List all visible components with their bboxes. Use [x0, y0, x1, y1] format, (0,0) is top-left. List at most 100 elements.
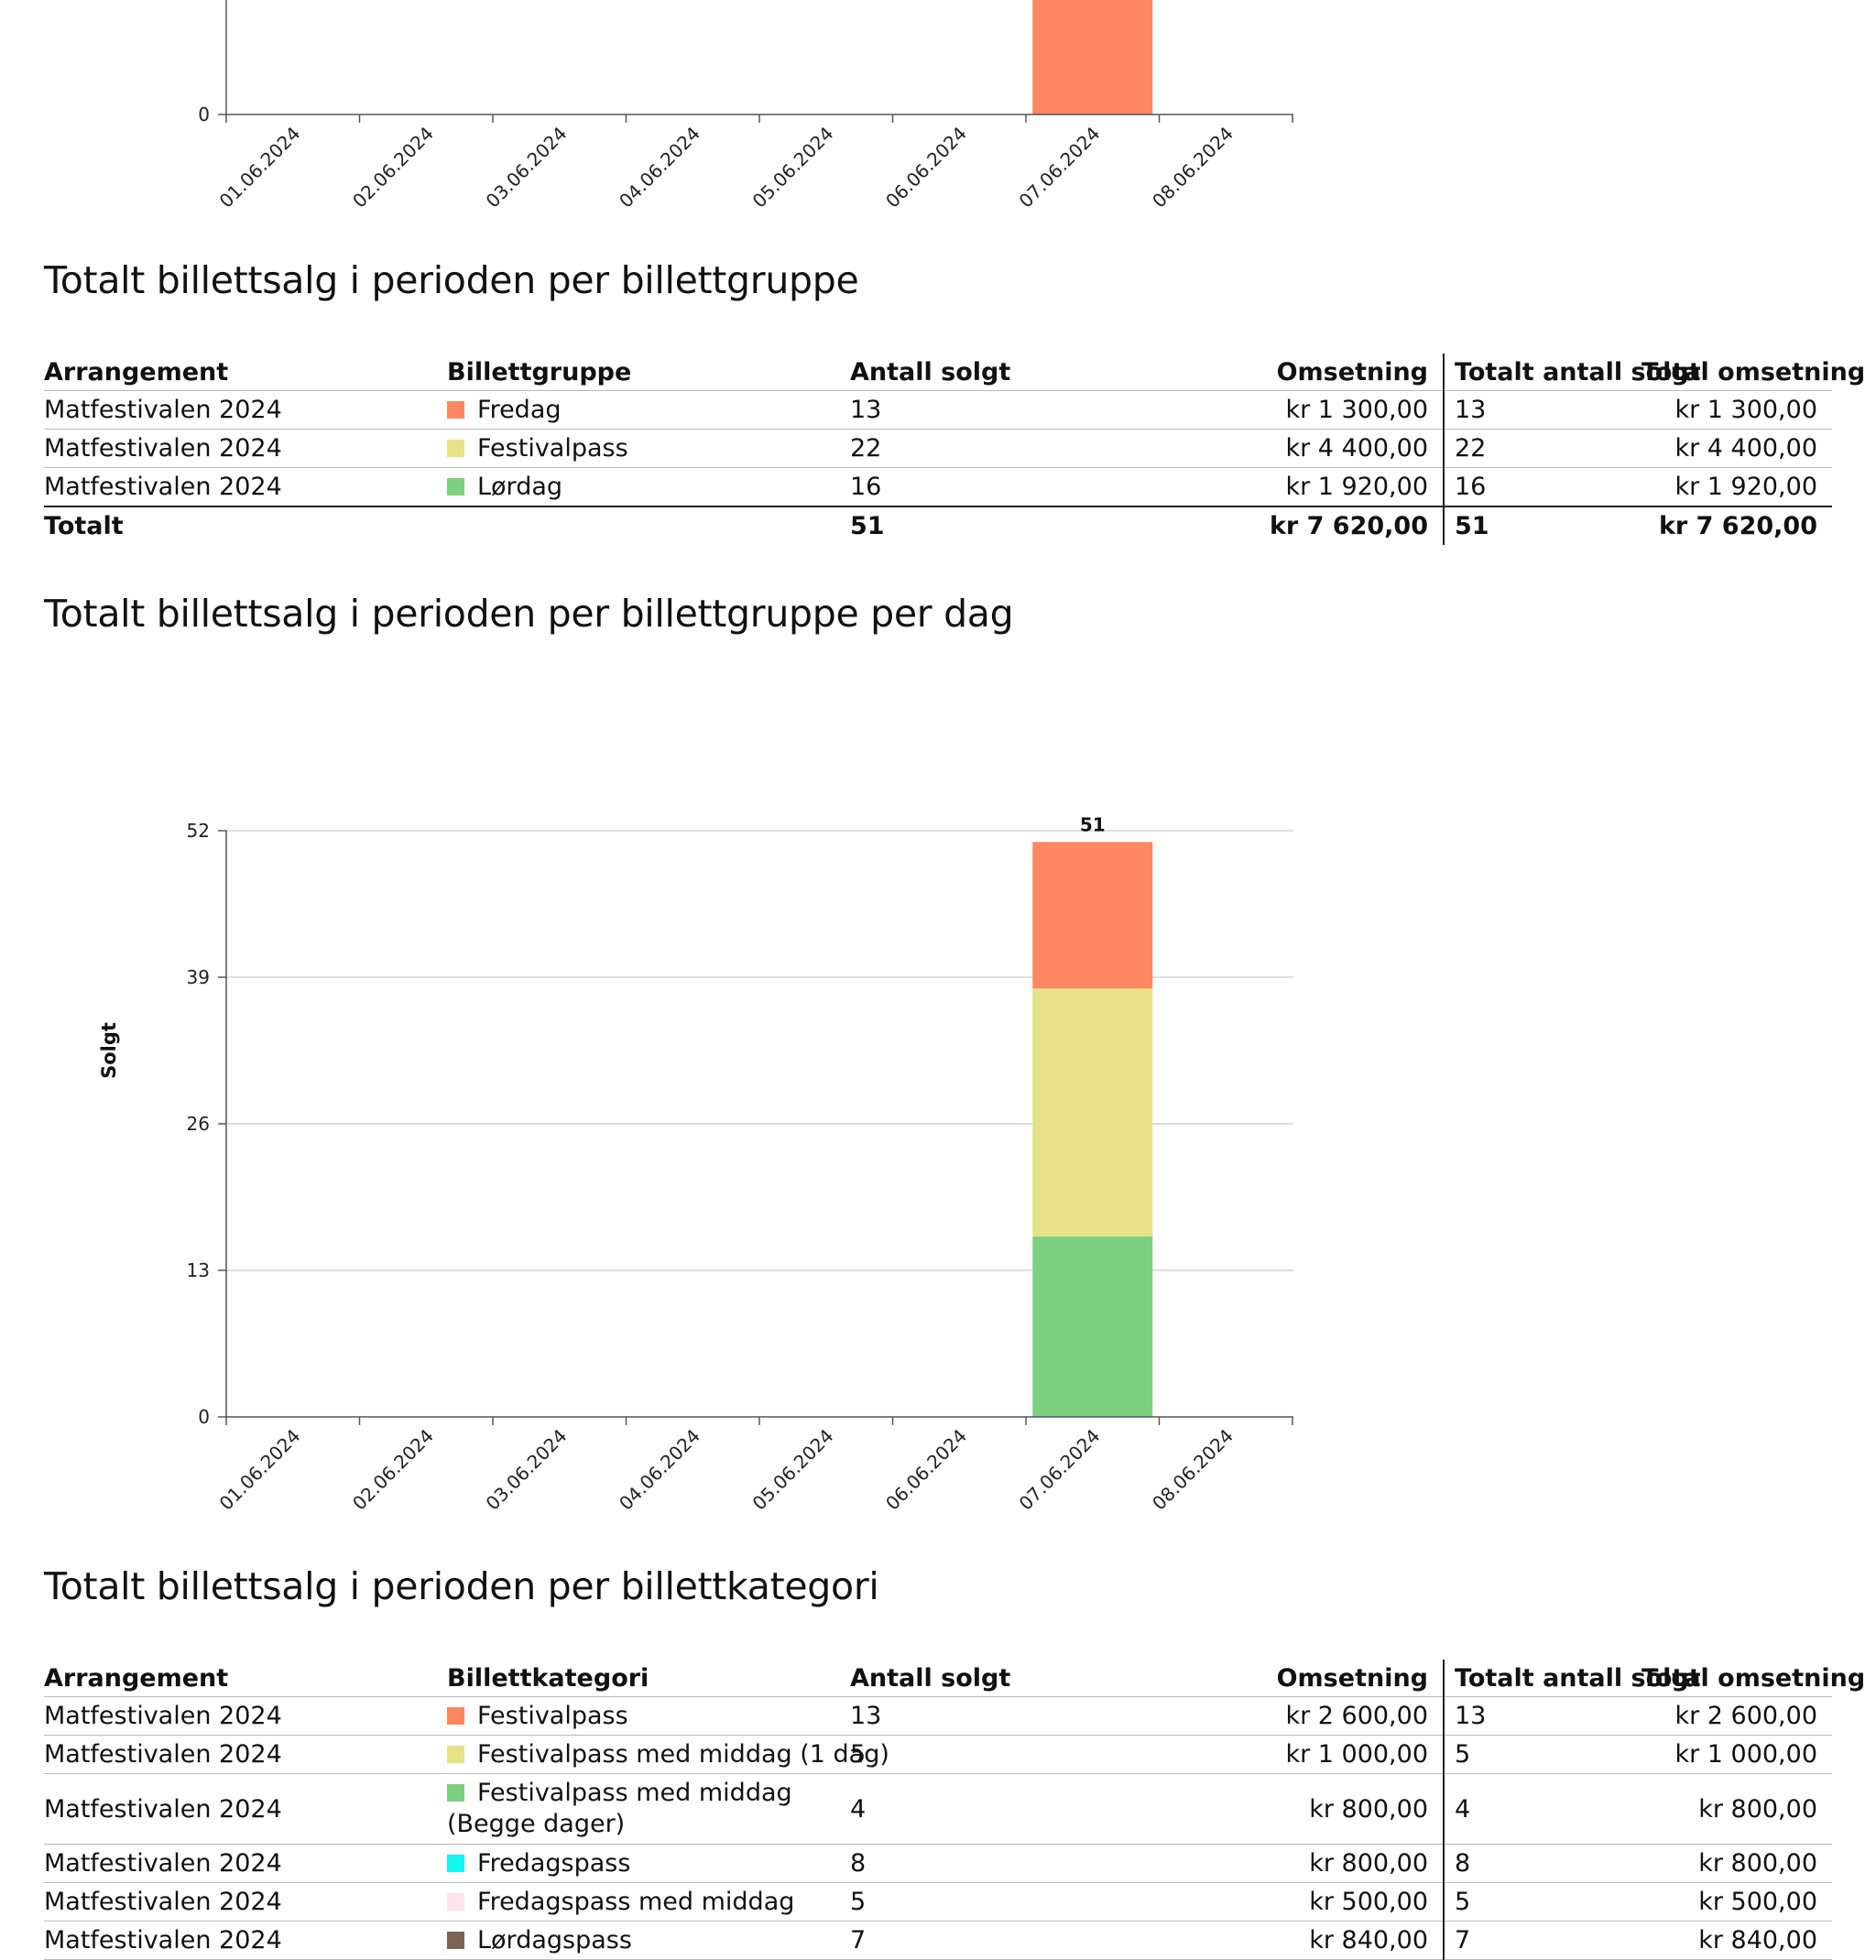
- table-row: Matfestivalen 2024 Festivalpass 22 kr 4 …: [44, 429, 1832, 468]
- sold-cell: 13: [850, 390, 1125, 430]
- category-cell: Festivalpass med middag (Begge dager): [447, 1773, 850, 1845]
- x-tick-label: 04.06.2024: [615, 1425, 704, 1515]
- total-revenue: kr 7 620,00: [1269, 512, 1428, 540]
- y-tick-label: 0: [198, 103, 210, 125]
- bar-segment: [1032, 0, 1153, 114]
- category-cell: Fredagspass med middag: [447, 1882, 850, 1922]
- color-swatch: [447, 401, 464, 419]
- x-tick-label: 07.06.2024: [1015, 123, 1105, 212]
- table-header-row: Arrangement Billettgruppe Antall solgt O…: [44, 354, 1865, 391]
- color-swatch: [447, 478, 464, 495]
- sold-cell: 7: [850, 1921, 1125, 1960]
- total-revenue-cell: kr 840,00: [1642, 1921, 1832, 1960]
- event-name: Matfestivalen 2024: [44, 390, 447, 430]
- total-sold-cell: 5: [1443, 1882, 1642, 1922]
- event-name: Matfestivalen 2024: [44, 1773, 447, 1845]
- revenue-cell: kr 1 920,00: [1125, 467, 1444, 507]
- group-cell: Festivalpass: [447, 429, 850, 468]
- total-sold-cell: 13: [1443, 1696, 1642, 1736]
- revenue-cell: kr 840,00: [1125, 1921, 1444, 1960]
- event-name: Matfestivalen 2024: [44, 1882, 447, 1922]
- sold-cell: 8: [850, 1844, 1125, 1883]
- total-revenue-cell: kr 800,00: [1642, 1773, 1832, 1845]
- category-name: Fredagspass: [477, 1849, 631, 1878]
- color-swatch: [447, 440, 464, 457]
- y-tick-label: 13: [187, 1259, 210, 1281]
- category-cell: Fredagspass: [447, 1844, 850, 1883]
- x-tick-label: 06.06.2024: [881, 123, 971, 212]
- table-row: Matfestivalen 2024 Festivalpass med midd…: [44, 1773, 1832, 1845]
- y-tick-label: 0: [198, 1406, 210, 1428]
- revenue-cell: kr 1 000,00: [1125, 1735, 1444, 1774]
- x-tick-label: 03.06.2024: [482, 1425, 572, 1515]
- total-label: Totalt: [44, 512, 124, 540]
- color-swatch: [447, 1893, 464, 1911]
- group-cell: Lørdag: [447, 467, 850, 507]
- col-group: Billettgruppe: [447, 354, 850, 391]
- ticket-group-table: Arrangement Billettgruppe Antall solgt O…: [44, 354, 1865, 545]
- revenue-cell: kr 2 600,00: [1125, 1696, 1444, 1736]
- table-row: Matfestivalen 2024 Fredagspass med midda…: [44, 1882, 1832, 1922]
- col-sold: Antall solgt: [850, 354, 1125, 391]
- bar-total-label: 51: [1080, 813, 1106, 835]
- x-tick-label: 01.06.2024: [215, 1425, 305, 1515]
- y-axis-label: Solgt: [98, 1022, 120, 1079]
- grand-total-revenue: kr 7 620,00: [1658, 512, 1817, 540]
- x-tick-label: 02.06.2024: [348, 1425, 438, 1515]
- sold-cell: 22: [850, 429, 1125, 468]
- table-row: Matfestivalen 2024 Festivalpass med midd…: [44, 1735, 1832, 1774]
- group-cell: Fredag: [447, 390, 850, 430]
- event-name: Matfestivalen 2024: [44, 429, 447, 468]
- section-title-ticket-group: Totalt billettsalg i perioden per billet…: [44, 258, 859, 302]
- sold-cell: 13: [850, 1696, 1125, 1736]
- category-name: Festivalpass med middag (Begge dager): [447, 1779, 792, 1838]
- top-chart: 001.06.2024 02.06.2024 03.06.2024 04.06.202…: [198, 0, 1293, 212]
- bar-segment: [1032, 1236, 1153, 1417]
- total-row: Totalt 51 kr 7 620,00 51 kr 7 620,00: [44, 506, 1832, 545]
- revenue-cell: kr 800,00: [1125, 1844, 1444, 1883]
- x-tick-label: 05.06.2024: [748, 1425, 838, 1515]
- table-row: Matfestivalen 2024 Festivalpass 13 kr 2 …: [44, 1696, 1832, 1736]
- category-name: Festivalpass med middag (1 dag): [477, 1740, 889, 1769]
- x-tick-label: 03.06.2024: [482, 123, 572, 212]
- total-revenue-cell: kr 800,00: [1642, 1844, 1832, 1883]
- color-swatch: [447, 1707, 464, 1725]
- total-revenue-cell: kr 1 000,00: [1642, 1735, 1832, 1774]
- total-sold: 51: [850, 512, 885, 540]
- x-tick-label: 05.06.2024: [748, 123, 838, 212]
- event-name: Matfestivalen 2024: [44, 1735, 447, 1774]
- color-swatch: [447, 1932, 464, 1949]
- category-cell: Festivalpass med middag (1 dag): [447, 1735, 889, 1774]
- color-swatch: [447, 1784, 464, 1802]
- event-name: Matfestivalen 2024: [44, 467, 447, 507]
- x-tick-label: 08.06.2024: [1148, 1425, 1238, 1515]
- stacked-bar-chart: 0 13 26 39 52 Solgt 51 01.06.2024 02.06.2024 03.0…: [98, 813, 1293, 1515]
- total-sold-cell: 22: [1443, 429, 1642, 468]
- category-name: Festivalpass: [477, 1702, 628, 1730]
- col-category: Billettkategori: [447, 1660, 850, 1697]
- table-header-row: Arrangement Billettkategori Antall solgt…: [44, 1660, 1865, 1697]
- color-swatch: [447, 1855, 464, 1872]
- col-total-sold: Totalt antall solgt: [1443, 1660, 1701, 1697]
- category-cell: Festivalpass: [447, 1696, 850, 1736]
- sold-cell: 4: [850, 1773, 1125, 1845]
- category-name: Lørdagspass: [477, 1926, 632, 1955]
- total-sold-cell: 13: [1443, 390, 1642, 430]
- total-sold-cell: 16: [1443, 467, 1642, 507]
- total-sold-cell: 5: [1443, 1735, 1642, 1774]
- col-arrangement: Arrangement: [44, 1660, 447, 1697]
- total-revenue-cell: kr 500,00: [1642, 1882, 1832, 1922]
- y-tick-label: 39: [187, 966, 210, 988]
- color-swatch: [447, 1746, 464, 1763]
- total-sold-cell: 4: [1443, 1773, 1642, 1845]
- sold-cell: 16: [850, 467, 1125, 507]
- event-name: Matfestivalen 2024: [44, 1696, 447, 1736]
- bar-segment: [1032, 842, 1153, 989]
- table-row: Matfestivalen 2024 Fredagspass 8 kr 800,…: [44, 1844, 1832, 1883]
- col-total-sold: Totalt antall solgt: [1443, 354, 1701, 391]
- section-title-ticket-category: Totalt billettsalg i perioden per billet…: [44, 1564, 879, 1608]
- col-sold: Antall solgt: [850, 1660, 1125, 1697]
- total-sold-cell: 7: [1443, 1921, 1642, 1960]
- group-name: Festivalpass: [477, 434, 628, 463]
- grand-total-sold: 51: [1443, 506, 1642, 545]
